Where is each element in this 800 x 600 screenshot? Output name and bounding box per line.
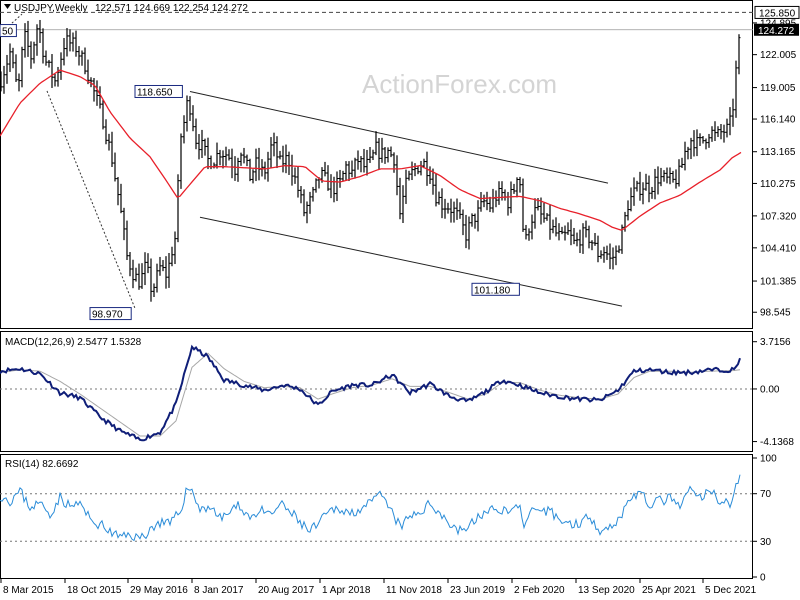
macd-tick-label: 0.00 bbox=[760, 384, 780, 395]
last-price-box bbox=[754, 23, 799, 36]
rsi-tick-label: 30 bbox=[760, 537, 772, 548]
time-tick-label: 2 Feb 2020 bbox=[514, 585, 565, 596]
time-axis: 8 Mar 2015 18 Oct 2015 29 May 2016 8 Jan 20… bbox=[0, 578, 757, 596]
chart-header: USDJPY,Weekly 122.571 124.669 122.254 12… bbox=[4, 3, 248, 14]
time-tick-label: 23 Jun 2019 bbox=[450, 585, 505, 596]
time-tick-label: 1 Apr 2018 bbox=[322, 585, 371, 596]
moving-average-line bbox=[0, 69, 742, 231]
guide-line bbox=[46, 90, 136, 309]
price-tick-label: 113.165 bbox=[760, 147, 796, 158]
annot-50: 50 bbox=[2, 27, 14, 38]
moving-average bbox=[0, 69, 742, 231]
price-tick-label: 104.410 bbox=[760, 243, 797, 254]
rsi-tick-label: 100 bbox=[760, 454, 777, 465]
price-guides bbox=[0, 13, 623, 309]
watermark: ActionForex.com bbox=[362, 69, 557, 99]
price-tick-label: 122.005 bbox=[760, 50, 797, 61]
header-dropdown-icon[interactable] bbox=[4, 4, 11, 9]
time-tick-label: 8 Mar 2015 bbox=[3, 585, 54, 596]
rsi-line bbox=[0, 474, 741, 542]
price-tick-label: 110.275 bbox=[760, 179, 796, 190]
annot-118650: 118.650 bbox=[137, 87, 173, 98]
rsi-tick-label: 70 bbox=[760, 489, 772, 500]
macd-line bbox=[0, 344, 741, 442]
annot-98970-box bbox=[89, 307, 132, 321]
rsi-panel-frame bbox=[0, 454, 753, 579]
price-tick-label: 101.385 bbox=[760, 277, 797, 288]
time-tick-label: 18 Oct 2015 bbox=[67, 585, 122, 596]
rsi-tick-label: 0 bbox=[760, 573, 766, 584]
time-tick-label: 20 Aug 2017 bbox=[258, 585, 315, 596]
channel-upper-line bbox=[189, 90, 609, 184]
time-tick-label: 5 Dec 2021 bbox=[705, 585, 757, 596]
price-tick-label: 98.545 bbox=[760, 308, 791, 319]
header-symbol: USDJPY,Weekly bbox=[14, 3, 88, 14]
resistance-label: 125.850 bbox=[759, 8, 796, 19]
resistance-label-box bbox=[754, 5, 800, 19]
macd-panel-frame bbox=[0, 331, 753, 452]
price-panel-frame bbox=[0, 0, 753, 329]
last-price-label: 124.272 bbox=[758, 26, 795, 37]
time-tick-label: 8 Jan 2017 bbox=[194, 585, 244, 596]
macd-tick-label: -4.1368 bbox=[760, 437, 794, 448]
annot-101180-box bbox=[471, 282, 520, 296]
time-tick-label: 25 Apr 2021 bbox=[642, 585, 696, 596]
header-ohlc: 122.571 124.669 122.254 124.272 bbox=[95, 3, 248, 14]
macd-axis: 3.7156 0.00 -4.1368 bbox=[753, 337, 794, 448]
annot-98970: 98.970 bbox=[92, 310, 123, 321]
price-tick-label: 107.320 bbox=[760, 211, 797, 222]
time-tick-label: 13 Sep 2020 bbox=[578, 585, 635, 596]
macd-tick-label: 3.7156 bbox=[760, 337, 791, 348]
annot-118650-box bbox=[134, 84, 183, 98]
channel-lower-line bbox=[199, 216, 623, 307]
price-tick-label: 119.005 bbox=[760, 83, 796, 94]
time-tick-label: 11 Nov 2018 bbox=[386, 585, 442, 596]
price-gridlines bbox=[0, 11, 753, 31]
macd-title: MACD(12,26,9) 2.5477 1.5328 bbox=[5, 337, 142, 348]
price-tick-label: 116.140 bbox=[760, 115, 796, 126]
time-tick-label: 29 May 2016 bbox=[130, 585, 188, 596]
rsi-axis: 100 70 30 0 bbox=[753, 454, 777, 584]
rsi-line bbox=[0, 474, 741, 542]
macd-lines bbox=[0, 344, 741, 442]
annot-50-box bbox=[0, 24, 17, 38]
price-axis: 98.545 101.385 104.410 107.320 110.275 113.16… bbox=[753, 5, 800, 319]
annot-101180: 101.180 bbox=[474, 285, 511, 296]
rsi-title: RSI(14) 82.6692 bbox=[5, 459, 79, 470]
price-annotations: 118.650 98.970 101.180 50 bbox=[0, 24, 520, 321]
price-bars bbox=[0, 19, 741, 302]
rsi-gridlines bbox=[0, 493, 753, 542]
